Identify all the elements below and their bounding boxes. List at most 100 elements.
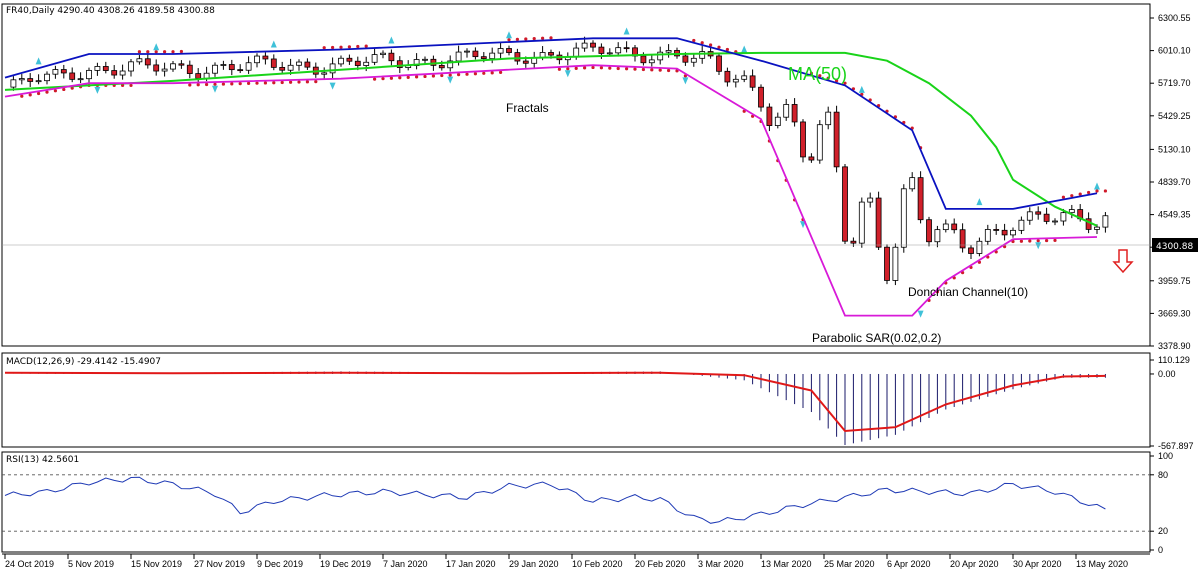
candle-body [724,70,731,83]
sar-dot [650,68,654,72]
candle-body [144,58,151,66]
current-price-label: 4300.88 [1156,242,1193,252]
candle-body [279,66,286,71]
candle-body [934,229,941,243]
candle-body [69,72,76,80]
candle-body [993,229,1000,231]
time-tick-label: 27 Nov 2019 [194,559,245,569]
sar-dot [1053,238,1057,242]
candle-body [1018,219,1025,231]
time-tick-label: 15 Nov 2019 [131,559,182,569]
candle-body [657,51,664,61]
rsi-series-line [4,476,1106,524]
sar-dot [725,47,730,52]
candle-body [44,73,50,82]
candle-body [850,240,857,244]
time-tick-label: 30 Apr 2020 [1013,559,1062,569]
sar-dot [196,83,200,87]
candle-body [388,52,395,62]
sar-dot [263,81,267,85]
sar-dot [37,91,41,96]
sar-dot [331,45,335,50]
candle-body [195,73,202,79]
candle-body [1068,209,1075,214]
fractal-marker [153,43,160,51]
candle-body [842,166,848,242]
candle-body [1094,226,1100,230]
sar-dot [347,45,351,49]
candle-body [699,51,706,59]
time-tick-label: 20 Apr 2020 [950,559,999,569]
sar-dot [53,89,58,93]
candle-body [430,58,437,66]
sar-dot [641,67,646,72]
candle-body [825,111,832,126]
candle-body [900,188,907,248]
sar-dot [1036,239,1040,243]
time-tick-label: 29 Jan 2020 [509,559,559,569]
candle-body [606,52,613,55]
candle-body [102,66,109,71]
time-axis: 24 Oct 2019 5 Nov 2019 15 Nov 2019 27 Nov 2… [4,554,1128,569]
candle-body [791,104,798,123]
time-tick-label: 9 Dec 2019 [257,559,303,569]
macd-tick-label: -567.897 [1158,441,1194,451]
candle-body [951,223,958,231]
candle-body [741,75,748,80]
sar-dot [574,66,578,70]
sar-dot [179,49,183,54]
candle-body [354,60,361,66]
candle-body [1102,215,1109,228]
price-tick-label: 5719.70 [1158,78,1191,88]
fractal-marker [623,27,630,35]
candle-body [329,63,336,74]
fractal-marker [976,198,983,206]
sar-dot [389,76,393,80]
sar-dot [339,45,343,49]
sar-dot [1078,192,1082,196]
sar-dot [599,66,604,70]
candle-body [682,55,689,63]
candle-body [371,54,378,63]
candle-body [296,61,302,66]
sar-dot [305,80,309,84]
sar-dot [213,82,217,86]
candle-body [774,116,781,126]
sar-dot [1028,239,1032,243]
candle-body [1035,211,1042,215]
candle-body [497,48,504,54]
candle-body [178,63,185,66]
candle-body [338,57,344,65]
candle-body [52,69,59,75]
sar-dot [457,73,461,77]
rsi-tick-label: 80 [1158,470,1168,480]
candle-body [858,201,865,244]
donchian-upper-line [4,37,1098,210]
sar-dot [381,77,385,81]
price-panel-title: FR40,Daily 4290.40 4308.26 4189.58 4300.… [6,6,215,16]
sar-dot [1045,238,1049,243]
fractal-marker [741,45,748,53]
sar-dot [499,70,503,74]
sar-dot [272,81,276,85]
sar-dot [238,82,242,86]
candle-body [783,104,790,118]
macd-axis: 110.129 0.00 -567.897 [1150,355,1194,451]
candle-body [455,51,462,62]
fractal-marker [858,85,865,93]
sar-annotation: Parabolic SAR(0.02,0.2) [812,331,941,345]
candle-body [237,69,244,72]
sar-dot [1095,189,1099,193]
candle-body [212,64,218,74]
sar-dot [280,80,284,85]
candle-body [716,55,722,72]
price-tick-label: 5130.10 [1158,144,1191,154]
candle-body [766,106,773,126]
current-price-badge [1152,238,1198,252]
macd-tick-label: 110.129 [1158,355,1190,365]
time-tick-label: 17 Jan 2020 [446,559,496,569]
sar-dot [625,67,629,71]
sar-dot [364,44,368,48]
candle-body [10,79,17,88]
candle-body [808,156,815,161]
